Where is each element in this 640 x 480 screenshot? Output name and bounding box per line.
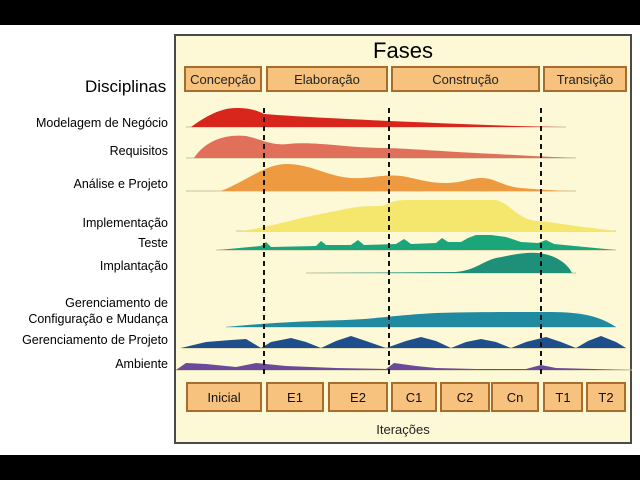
phases-panel: Fases Concepção Elaboração Construção Tr…: [174, 34, 632, 444]
iteration-cn: Cn: [491, 382, 539, 412]
curve-projeto: [181, 336, 626, 348]
discipline-label-configuracao: Gerenciamento de Configuração e Mudança: [28, 296, 168, 326]
curve-ambiente: [176, 363, 632, 370]
iteration-c2: C2: [440, 382, 490, 412]
discipline-label-modelagem: Modelagem de Negócio: [35, 116, 168, 130]
curve-configuracao: [226, 312, 616, 327]
iteration-e1: E1: [266, 382, 324, 412]
iteration-e2: E2: [328, 382, 388, 412]
discipline-label-projeto: Gerenciamento de Projeto: [22, 333, 168, 347]
phase-transicao: Transição: [543, 66, 627, 92]
curve-implantacao: [306, 252, 572, 273]
discipline-label-requisitos: Requisitos: [109, 144, 168, 158]
phase-construcao: Construção: [391, 66, 540, 92]
iteration-inicial: Inicial: [186, 382, 262, 412]
iterations-label: Iterações: [376, 422, 430, 437]
workflow-curves: [176, 108, 632, 376]
diagram-title: Fases: [373, 38, 433, 63]
discipline-label-analise: Análise e Projeto: [73, 177, 168, 191]
phase-concepcao: Concepção: [184, 66, 262, 92]
curve-implementacao: [241, 200, 616, 231]
curve-modelagem: [191, 108, 561, 127]
disciplines-header: Disciplinas: [85, 77, 167, 96]
discipline-label-implantacao: Implantação: [99, 259, 168, 273]
curve-analise: [221, 164, 576, 191]
discipline-label-implementacao: Implementação: [82, 216, 168, 230]
iteration-t2: T2: [586, 382, 626, 412]
iteration-t1: T1: [543, 382, 583, 412]
phase-elaboracao: Elaboração: [266, 66, 388, 92]
discipline-label-teste: Teste: [138, 236, 168, 250]
discipline-label-ambiente: Ambiente: [115, 357, 168, 371]
iteration-c1: C1: [391, 382, 437, 412]
slide: Disciplinas Modelagem de Negócio Requisi…: [0, 25, 640, 455]
curve-requisitos: [194, 135, 576, 158]
curve-teste: [218, 235, 616, 250]
